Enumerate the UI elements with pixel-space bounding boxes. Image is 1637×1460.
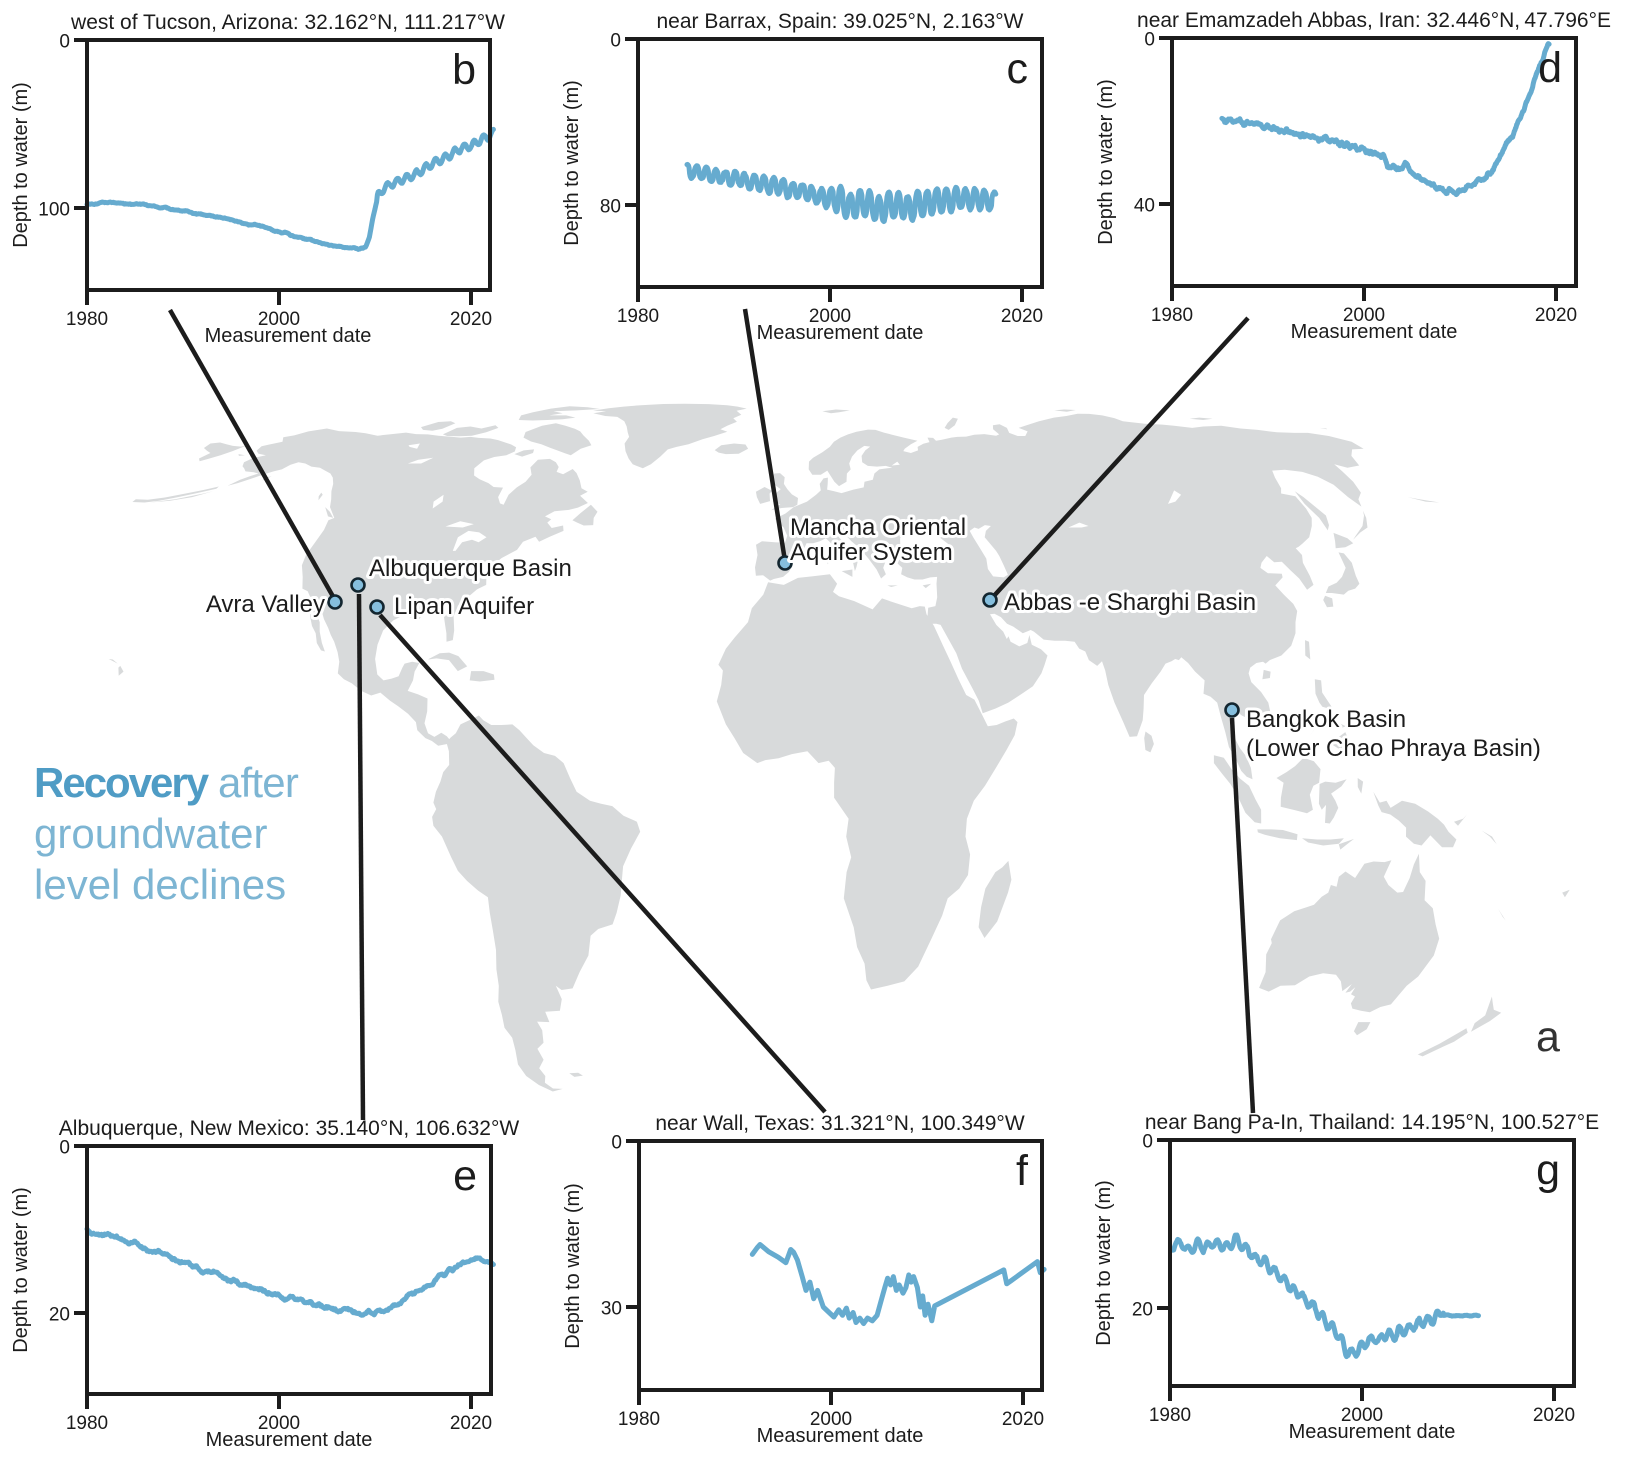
svg-text:Albuquerque, New Mexico: 35.14: Albuquerque, New Mexico: 35.140°N, 106.6… [59,1117,520,1140]
svg-text:0: 0 [59,1138,70,1159]
svg-text:2000: 2000 [1341,1405,1383,1426]
svg-text:1980: 1980 [66,309,108,330]
svg-text:Recovery after: Recovery after [34,759,299,806]
svg-text:Albuquerque Basin: Albuquerque Basin [369,555,572,582]
svg-text:1980: 1980 [1149,1405,1191,1426]
svg-text:0: 0 [59,32,70,53]
svg-text:Measurement date: Measurement date [206,1429,373,1451]
svg-text:2000: 2000 [1343,305,1385,326]
svg-text:2020: 2020 [1535,305,1577,326]
svg-text:e: e [453,1152,477,1200]
svg-text:groundwater: groundwater [34,810,267,857]
svg-text:2020: 2020 [1533,1405,1575,1426]
svg-text:d: d [1538,44,1562,92]
svg-text:2020: 2020 [1002,1409,1044,1430]
svg-text:Measurement date: Measurement date [757,1425,924,1447]
svg-text:Depth to water (m): Depth to water (m) [10,1187,32,1353]
svg-text:0: 0 [1142,1132,1153,1153]
svg-text:Measurement date: Measurement date [1291,321,1458,343]
svg-text:Depth to water (m): Depth to water (m) [10,82,32,248]
svg-text:b: b [452,46,476,94]
svg-text:near Wall, Texas: 31.321°N, 10: near Wall, Texas: 31.321°N, 100.349°W [655,1112,1025,1135]
svg-text:40: 40 [1134,196,1155,217]
svg-text:near Emamzadeh Abbas, Iran: 32: near Emamzadeh Abbas, Iran: 32.446°N, 47… [1137,9,1611,32]
svg-text:a: a [1536,1013,1560,1061]
svg-text:c: c [1007,45,1029,93]
svg-text:Depth to water (m): Depth to water (m) [562,1183,584,1349]
svg-text:f: f [1016,1147,1029,1195]
svg-text:2000: 2000 [258,309,300,330]
svg-text:Depth to water (m): Depth to water (m) [1095,79,1117,245]
svg-text:Depth to water (m): Depth to water (m) [1093,1180,1115,1346]
svg-text:2000: 2000 [809,306,851,327]
svg-text:20: 20 [1132,1300,1153,1321]
svg-text:0: 0 [1144,30,1155,51]
svg-text:Measurement date: Measurement date [205,325,372,347]
svg-text:80: 80 [600,197,621,218]
svg-text:Measurement date: Measurement date [757,322,924,344]
svg-text:2000: 2000 [258,1413,300,1434]
svg-text:2000: 2000 [810,1409,852,1430]
svg-text:1980: 1980 [1151,305,1193,326]
svg-text:2020: 2020 [450,309,492,330]
svg-text:Aquifer System: Aquifer System [790,539,953,566]
svg-text:west of Tucson, Arizona: 32.16: west of Tucson, Arizona: 32.162°N, 111.2… [70,11,505,34]
svg-text:Bangkok Basin: Bangkok Basin [1246,706,1406,733]
svg-text:1980: 1980 [617,306,659,327]
svg-text:30: 30 [601,1299,622,1320]
svg-text:Avra Valley: Avra Valley [206,591,325,618]
svg-text:level declines: level declines [34,861,286,908]
svg-text:Abbas -e Sharghi Basin: Abbas -e Sharghi Basin [1004,589,1256,616]
svg-text:Mancha Oriental: Mancha Oriental [790,514,966,541]
svg-text:0: 0 [610,31,621,52]
svg-text:near Barrax, Spain: 39.025°N,: near Barrax, Spain: 39.025°N, 2.163°W [657,10,1024,33]
svg-text:Depth to water (m): Depth to water (m) [561,80,583,246]
svg-text:1980: 1980 [618,1409,660,1430]
svg-text:Measurement date: Measurement date [1289,1421,1456,1443]
svg-text:2020: 2020 [1001,306,1043,327]
svg-text:near Bang Pa-In, Thailand: 14.: near Bang Pa-In, Thailand: 14.195°N, 100… [1145,1111,1599,1134]
svg-text:100: 100 [38,200,70,221]
svg-text:20: 20 [49,1305,70,1326]
svg-text:g: g [1536,1146,1560,1194]
svg-text:2020: 2020 [450,1413,492,1434]
svg-text:(Lower Chao Phraya Basin): (Lower Chao Phraya Basin) [1246,735,1541,762]
svg-text:0: 0 [611,1133,622,1154]
svg-text:Lipan Aquifer: Lipan Aquifer [394,593,534,620]
svg-text:1980: 1980 [66,1413,108,1434]
